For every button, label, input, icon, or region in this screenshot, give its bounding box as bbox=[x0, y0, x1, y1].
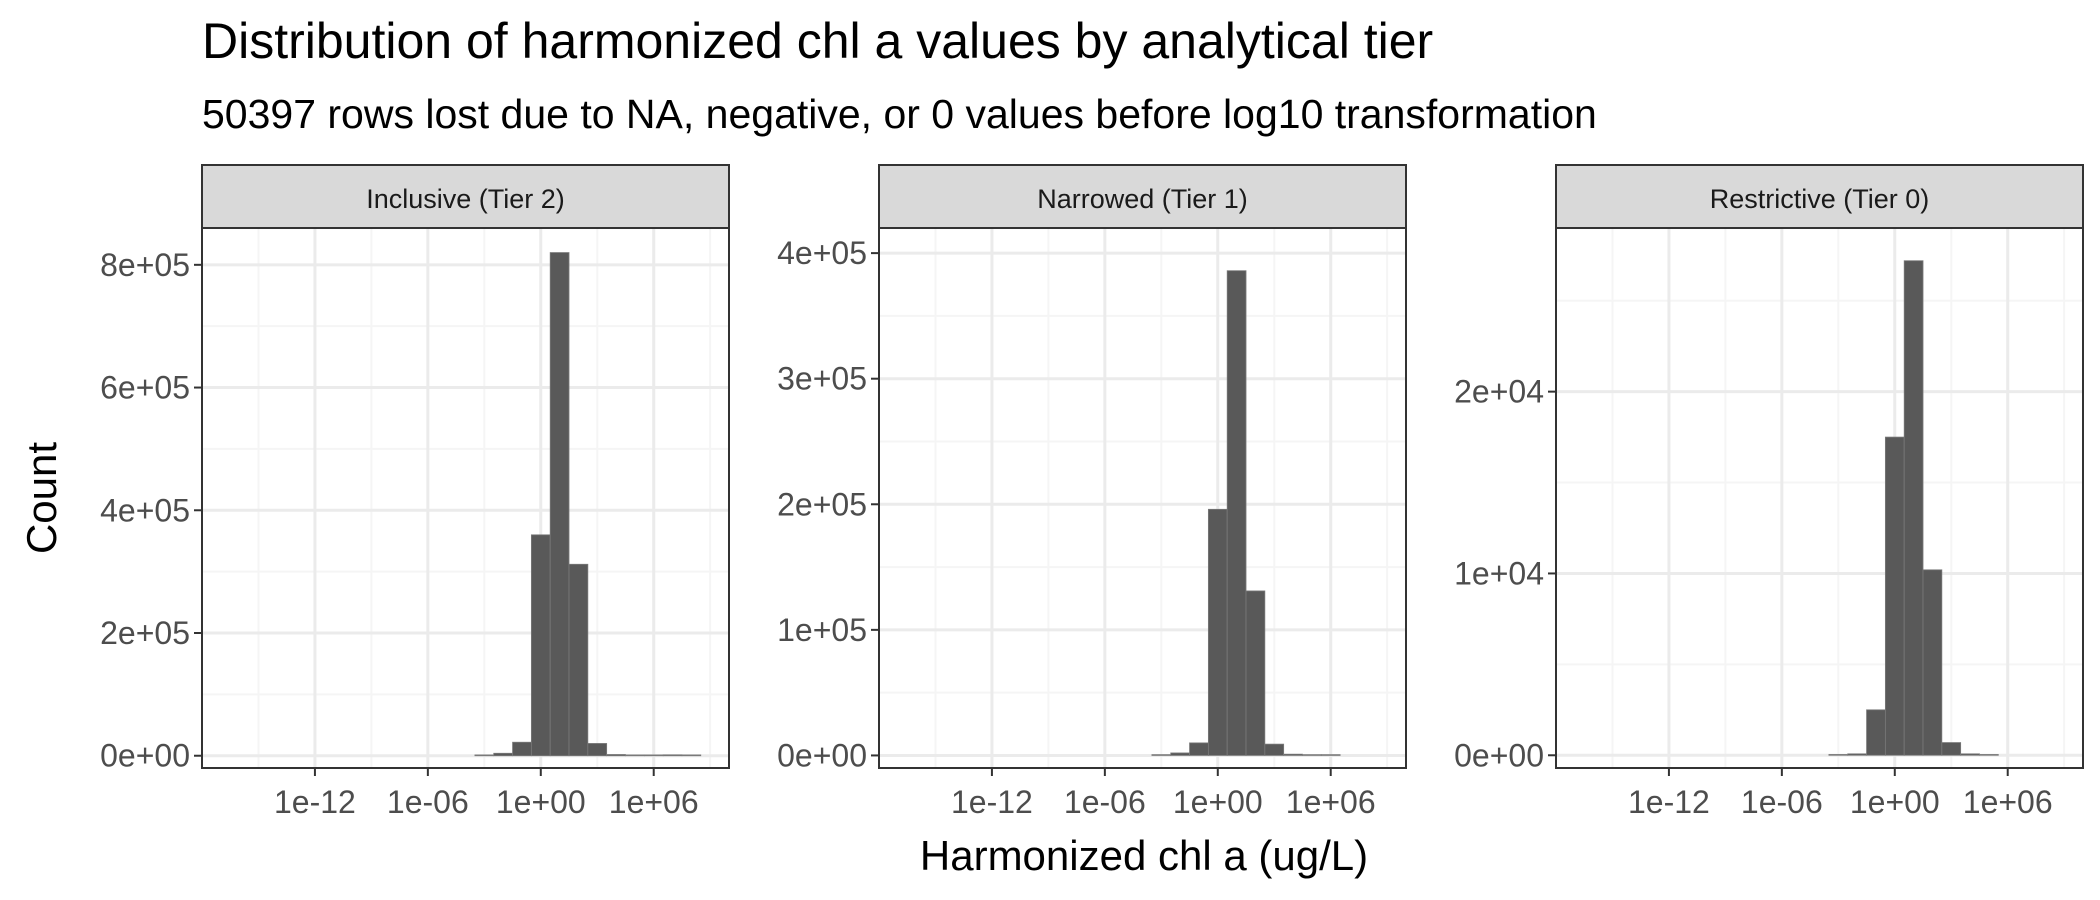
facet-panel: Narrowed (Tier 1) 0e+00 1e+05 2e+05 3e+05 4e+… bbox=[777, 164, 1407, 820]
histogram-bar bbox=[474, 754, 495, 757]
histogram-bar bbox=[1170, 752, 1190, 756]
histogram-bar bbox=[662, 754, 683, 757]
x-tick-label: 1e-06 bbox=[1064, 784, 1146, 820]
histogram-bar bbox=[1884, 436, 1905, 756]
histogram-bar bbox=[1283, 753, 1303, 756]
y-tick-label: 2e+05 bbox=[100, 615, 190, 651]
y-tick-label: 2e+04 bbox=[1454, 374, 1544, 410]
x-tick-label: 1e-12 bbox=[951, 784, 1033, 820]
histogram-bar bbox=[1302, 754, 1322, 756]
histogram-bar bbox=[587, 743, 608, 757]
histogram-bar bbox=[1245, 590, 1266, 756]
histogram-bar bbox=[1189, 742, 1209, 756]
histogram-bar bbox=[1847, 753, 1867, 756]
histogram-bar bbox=[1960, 753, 1980, 756]
x-tick-label: 1e+00 bbox=[496, 784, 586, 820]
y-tick-label: 2e+05 bbox=[777, 486, 867, 522]
x-tick-label: 1e-12 bbox=[274, 784, 356, 820]
histogram-bar bbox=[549, 252, 570, 757]
y-tick-label: 1e+04 bbox=[1454, 555, 1544, 591]
y-tick-label: 3e+05 bbox=[777, 361, 867, 397]
y-tick-label: 0e+00 bbox=[100, 738, 190, 774]
facet-panel: Restrictive (Tier 0) 0e+00 1e+04 2e+04 1e-12… bbox=[1454, 164, 2084, 820]
histogram-bar bbox=[1207, 508, 1228, 756]
facet-panel: Inclusive (Tier 2) 0e+00 2e+05 4e+05 6e+05 8e… bbox=[100, 164, 730, 820]
chart-title: Distribution of harmonized chl a values … bbox=[202, 13, 1433, 69]
y-tick-label: 4e+05 bbox=[100, 492, 190, 528]
y-tick-label: 4e+05 bbox=[777, 235, 867, 271]
panel-background bbox=[202, 228, 729, 768]
y-tick-label: 6e+05 bbox=[100, 370, 190, 406]
x-axis-label: Harmonized chl a (ug/L) bbox=[920, 832, 1368, 879]
y-tick-label: 8e+05 bbox=[100, 247, 190, 283]
chart-subtitle: 50397 rows lost due to NA, negative, or … bbox=[202, 91, 1597, 137]
histogram-bar bbox=[1866, 709, 1886, 756]
histogram-bar bbox=[1226, 270, 1247, 756]
y-tick-label: 0e+00 bbox=[1454, 737, 1544, 773]
histogram-bar bbox=[681, 754, 702, 757]
x-tick-label: 1e-06 bbox=[387, 784, 469, 820]
y-axis-label: Count bbox=[18, 442, 65, 554]
facet-strip bbox=[1555, 164, 2084, 229]
histogram-bar bbox=[1320, 754, 1341, 756]
facet-strip-label: Inclusive (Tier 2) bbox=[366, 184, 565, 214]
x-tick-label: 1e+06 bbox=[1286, 784, 1376, 820]
panel-background bbox=[879, 228, 1406, 768]
histogram-bar bbox=[512, 741, 532, 757]
histogram-bar bbox=[530, 534, 551, 757]
histogram-bar bbox=[568, 563, 589, 757]
histogram-bar bbox=[625, 754, 645, 757]
x-tick-label: 1e+06 bbox=[609, 784, 699, 820]
x-tick-label: 1e-12 bbox=[1628, 784, 1710, 820]
histogram-bar bbox=[1941, 742, 1962, 756]
facet-strip-label: Restrictive (Tier 0) bbox=[1710, 184, 1930, 214]
histogram-bar bbox=[493, 752, 513, 757]
y-tick-label: 0e+00 bbox=[777, 737, 867, 773]
facet-strip bbox=[201, 164, 730, 229]
facet-strip bbox=[878, 164, 1407, 229]
y-tick-label: 1e+05 bbox=[777, 612, 867, 648]
facet-panels: Inclusive (Tier 2) 0e+00 2e+05 4e+05 6e+05 8e… bbox=[100, 164, 2084, 820]
facet-strip-label: Narrowed (Tier 1) bbox=[1037, 184, 1248, 214]
x-tick-label: 1e+00 bbox=[1850, 784, 1940, 820]
x-tick-label: 1e+06 bbox=[1963, 784, 2053, 820]
x-tick-label: 1e+00 bbox=[1173, 784, 1263, 820]
histogram-bar bbox=[1151, 754, 1172, 756]
histogram-bar bbox=[606, 754, 626, 757]
histogram-bar bbox=[1264, 743, 1285, 756]
histogram-bar bbox=[643, 754, 664, 757]
histogram-bar bbox=[1922, 569, 1943, 756]
histogram-bar bbox=[1979, 754, 1999, 756]
x-tick-label: 1e-06 bbox=[1741, 784, 1823, 820]
histogram-bar bbox=[1828, 754, 1849, 756]
histogram-bar bbox=[1903, 260, 1924, 756]
panel-background bbox=[1556, 228, 2083, 768]
